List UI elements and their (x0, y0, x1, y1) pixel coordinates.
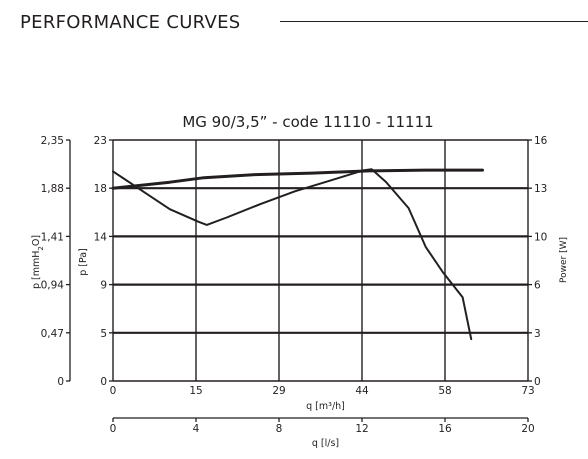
axis-labels: 0 0,47 0,94 1,41 1,88 2,35 0 5 9 14 18 23 0 3 6 10 13 16 0… (31, 135, 569, 449)
mmh2o-tick-label: 0,47 (41, 328, 64, 340)
pa-tick-label: 23 (94, 135, 107, 147)
power-curve (111, 168, 484, 190)
pa-tick-label: 0 (100, 376, 107, 388)
pa-axis-label: p [Pa] (78, 248, 89, 276)
qm3h-tick-label: 29 (272, 385, 285, 397)
mmh2o-tick-label: 0 (57, 376, 64, 388)
grid-lines (112, 139, 529, 382)
power-tick-label: 16 (534, 135, 548, 147)
power-tick-label: 10 (534, 231, 547, 243)
qls-tick-label: 12 (355, 423, 368, 435)
qls-tick-label: 20 (521, 423, 534, 435)
chart-title: MG 90/3,5” - code 11110 - 11111 (182, 113, 433, 131)
qm3h-tick-label: 44 (355, 385, 369, 397)
pa-tick-label: 9 (100, 280, 107, 292)
power-tick-label: 13 (534, 183, 547, 195)
qm3h-tick-label: 0 (110, 385, 117, 397)
qm3h-tick-label: 73 (521, 385, 534, 397)
pa-tick-label: 18 (94, 183, 107, 195)
page-title: PERFORMANCE CURVES (20, 12, 241, 33)
pa-tick-label: 14 (94, 231, 108, 243)
qls-tick-label: 16 (438, 423, 452, 435)
curves (111, 168, 484, 341)
mmh2o-tick-label: 0,94 (41, 280, 65, 292)
power-tick-label: 6 (534, 280, 541, 292)
power-tick-label: 3 (534, 328, 541, 340)
mmh2o-tick-label: 2,35 (41, 135, 64, 147)
power-tick-label: 0 (534, 376, 541, 388)
qm3h-tick-label: 58 (438, 385, 451, 397)
axes (66, 139, 532, 422)
qm3h-tick-label: 15 (189, 385, 202, 397)
header-divider (280, 21, 588, 22)
qls-tick-label: 0 (110, 423, 117, 435)
qm3h-axis-label: q [m³/h] (306, 401, 345, 412)
pressure-curve (112, 168, 473, 341)
mmh2o-tick-label: 1,88 (41, 183, 64, 195)
mmh2o-axis-label: p [mmH2O] (31, 235, 45, 289)
pa-tick-label: 5 (100, 328, 107, 340)
power-axis-label: Power [W] (559, 237, 569, 283)
qls-axis-label: q [l/s] (312, 438, 339, 449)
qls-tick-label: 8 (276, 423, 283, 435)
qls-tick-label: 4 (193, 423, 200, 435)
mmh2o-tick-label: 1,41 (41, 231, 64, 243)
